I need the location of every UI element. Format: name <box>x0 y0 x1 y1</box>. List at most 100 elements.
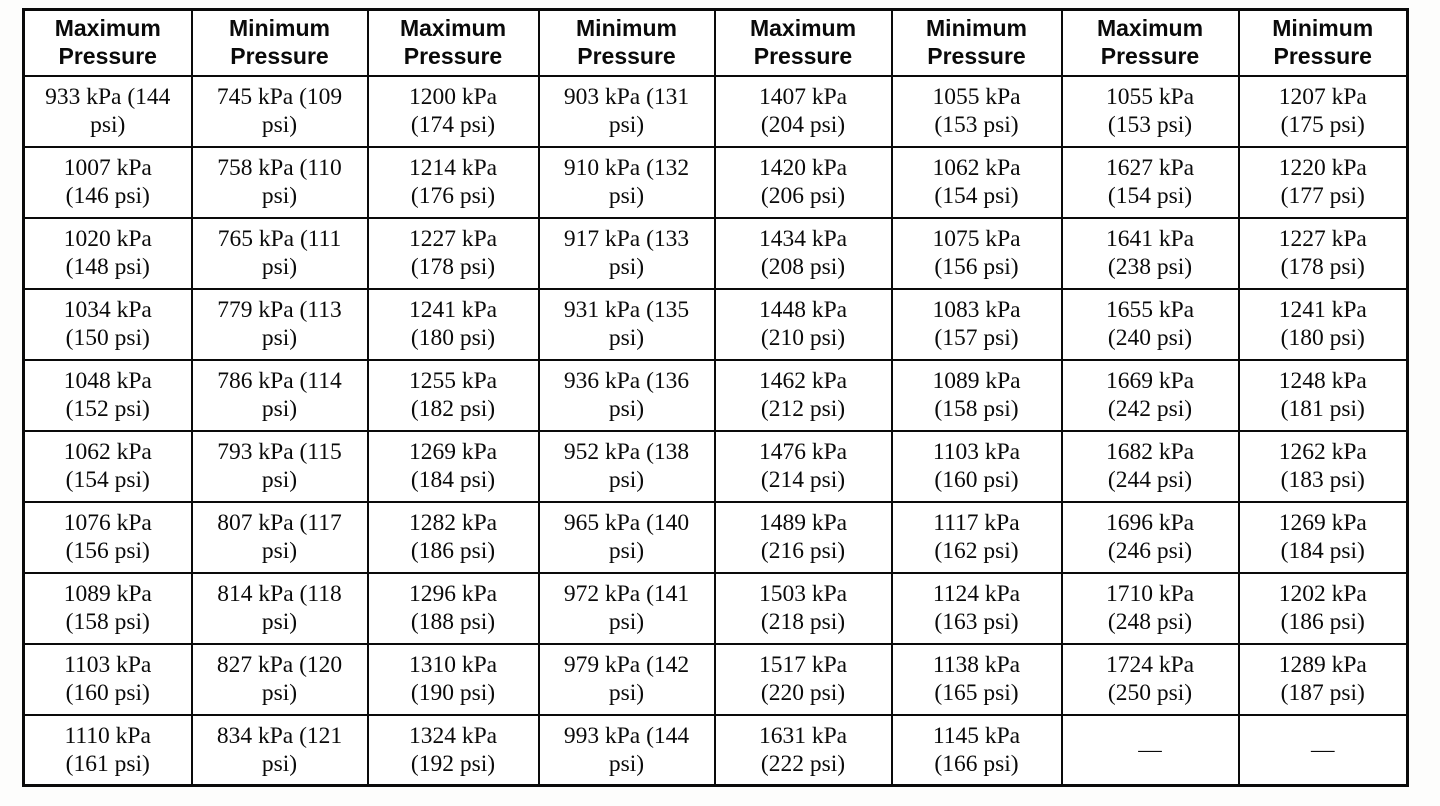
table-cell: 1202 kPa (186 psi) <box>1237 571 1409 645</box>
table-cell: 1227 kPa (178 psi) <box>366 216 540 290</box>
table-cell: 1631 kPa (222 psi) <box>713 713 893 787</box>
table-cell: 1710 kPa (248 psi) <box>1060 571 1240 645</box>
table-cell: 1034 kPa (150 psi) <box>22 287 193 361</box>
table-cell: 1407 kPa (204 psi) <box>713 74 893 148</box>
table-cell: 1083 kPa (157 psi) <box>890 287 1063 361</box>
table-row: 1103 kPa (160 psi) 827 kPa (120 psi) 131… <box>22 642 1409 716</box>
table-cell: 1248 kPa (181 psi) <box>1237 358 1409 432</box>
table-cell: 1103 kPa (160 psi) <box>22 642 193 716</box>
table-row: 1007 kPa (146 psi) 758 kPa (110 psi) 121… <box>22 145 1409 219</box>
table-cell: 1076 kPa (156 psi) <box>22 500 193 574</box>
table-cell: 1503 kPa (218 psi) <box>713 571 893 645</box>
table-cell: 979 kPa (142 psi) <box>537 642 716 716</box>
table-cell: 1462 kPa (212 psi) <box>713 358 893 432</box>
table-row: 1020 kPa (148 psi) 765 kPa (111 psi) 122… <box>22 216 1409 290</box>
column-header-max-pressure-3: Maximum Pressure <box>713 8 893 77</box>
table-cell: 1269 kPa (184 psi) <box>1237 500 1409 574</box>
table-cell: 1020 kPa (148 psi) <box>22 216 193 290</box>
table-cell: 745 kPa (109 psi) <box>190 74 369 148</box>
table-cell: 903 kPa (131 psi) <box>537 74 716 148</box>
column-header-max-pressure-1: Maximum Pressure <box>22 8 193 77</box>
table-cell: 952 kPa (138 psi) <box>537 429 716 503</box>
table-cell: 993 kPa (144 psi) <box>537 713 716 787</box>
table-cell: 1124 kPa (163 psi) <box>890 571 1063 645</box>
table-row: 1076 kPa (156 psi) 807 kPa (117 psi) 128… <box>22 500 1409 574</box>
table-cell: 917 kPa (133 psi) <box>537 216 716 290</box>
column-header-min-pressure-2: Minimum Pressure <box>537 8 716 77</box>
table-cell: 1641 kPa (238 psi) <box>1060 216 1240 290</box>
table-cell: 965 kPa (140 psi) <box>537 500 716 574</box>
table-cell: 931 kPa (135 psi) <box>537 287 716 361</box>
table-cell-empty-dash: — <box>1060 713 1240 787</box>
column-header-min-pressure-4: Minimum Pressure <box>1237 8 1409 77</box>
table-cell: 1282 kPa (186 psi) <box>366 500 540 574</box>
table-cell: 1145 kPa (166 psi) <box>890 713 1063 787</box>
column-header-min-pressure-3: Minimum Pressure <box>890 8 1063 77</box>
table-cell: 1296 kPa (188 psi) <box>366 571 540 645</box>
table-cell: 1200 kPa (174 psi) <box>366 74 540 148</box>
column-header-max-pressure-2: Maximum Pressure <box>366 8 540 77</box>
table-cell: 1220 kPa (177 psi) <box>1237 145 1409 219</box>
table-cell: 1476 kPa (214 psi) <box>713 429 893 503</box>
table-cell: 1048 kPa (152 psi) <box>22 358 193 432</box>
table-row: 1089 kPa (158 psi) 814 kPa (118 psi) 129… <box>22 571 1409 645</box>
table-row: 933 kPa (144 psi) 745 kPa (109 psi) 1200… <box>22 74 1409 148</box>
table-cell: 1062 kPa (154 psi) <box>890 145 1063 219</box>
table-cell: 1269 kPa (184 psi) <box>366 429 540 503</box>
table-cell: 1055 kPa (153 psi) <box>1060 74 1240 148</box>
table-cell: 1241 kPa (180 psi) <box>366 287 540 361</box>
column-header-max-pressure-4: Maximum Pressure <box>1060 8 1240 77</box>
table-cell: 1007 kPa (146 psi) <box>22 145 193 219</box>
table-cell: 1262 kPa (183 psi) <box>1237 429 1409 503</box>
table-cell: 1434 kPa (208 psi) <box>713 216 893 290</box>
table-cell: 1103 kPa (160 psi) <box>890 429 1063 503</box>
table-row: 1048 kPa (152 psi) 786 kPa (114 psi) 125… <box>22 358 1409 432</box>
table-row: 1110 kPa (161 psi) 834 kPa (121 psi) 132… <box>22 713 1409 787</box>
table-cell: 807 kPa (117 psi) <box>190 500 369 574</box>
table-cell: 933 kPa (144 psi) <box>22 74 193 148</box>
table-cell: 1117 kPa (162 psi) <box>890 500 1063 574</box>
table-row: 1034 kPa (150 psi) 779 kPa (113 psi) 124… <box>22 287 1409 361</box>
table-cell: 1655 kPa (240 psi) <box>1060 287 1240 361</box>
table-cell: 1448 kPa (210 psi) <box>713 287 893 361</box>
table-cell: 1310 kPa (190 psi) <box>366 642 540 716</box>
table-cell: 936 kPa (136 psi) <box>537 358 716 432</box>
table-cell: 1696 kPa (246 psi) <box>1060 500 1240 574</box>
table-row: 1062 kPa (154 psi) 793 kPa (115 psi) 126… <box>22 429 1409 503</box>
pressure-table: Maximum Pressure Minimum Pressure Maximu… <box>22 8 1409 787</box>
table-cell: 1324 kPa (192 psi) <box>366 713 540 787</box>
table-cell: 1207 kPa (175 psi) <box>1237 74 1409 148</box>
table-cell: 1138 kPa (165 psi) <box>890 642 1063 716</box>
table-cell: 758 kPa (110 psi) <box>190 145 369 219</box>
table-cell: 814 kPa (118 psi) <box>190 571 369 645</box>
table-cell: 793 kPa (115 psi) <box>190 429 369 503</box>
table-cell: 1724 kPa (250 psi) <box>1060 642 1240 716</box>
table-cell: 1682 kPa (244 psi) <box>1060 429 1240 503</box>
table-cell: 1420 kPa (206 psi) <box>713 145 893 219</box>
table-cell-empty-dash: — <box>1237 713 1409 787</box>
column-header-min-pressure-1: Minimum Pressure <box>190 8 369 77</box>
table-cell: 1241 kPa (180 psi) <box>1237 287 1409 361</box>
table-cell: 1255 kPa (182 psi) <box>366 358 540 432</box>
table-cell: 1627 kPa (154 psi) <box>1060 145 1240 219</box>
table-cell: 786 kPa (114 psi) <box>190 358 369 432</box>
table-cell: 1089 kPa (158 psi) <box>890 358 1063 432</box>
table-cell: 1489 kPa (216 psi) <box>713 500 893 574</box>
table-cell: 834 kPa (121 psi) <box>190 713 369 787</box>
table-cell: 1227 kPa (178 psi) <box>1237 216 1409 290</box>
table-cell: 1075 kPa (156 psi) <box>890 216 1063 290</box>
table-cell: 1110 kPa (161 psi) <box>22 713 193 787</box>
table-cell: 972 kPa (141 psi) <box>537 571 716 645</box>
header-row: Maximum Pressure Minimum Pressure Maximu… <box>22 8 1409 77</box>
table-cell: 765 kPa (111 psi) <box>190 216 369 290</box>
table-cell: 1669 kPa (242 psi) <box>1060 358 1240 432</box>
table-cell: 1289 kPa (187 psi) <box>1237 642 1409 716</box>
table-cell: 1055 kPa (153 psi) <box>890 74 1063 148</box>
table-cell: 827 kPa (120 psi) <box>190 642 369 716</box>
table-cell: 1062 kPa (154 psi) <box>22 429 193 503</box>
table-cell: 779 kPa (113 psi) <box>190 287 369 361</box>
table-cell: 1214 kPa (176 psi) <box>366 145 540 219</box>
table-cell: 1089 kPa (158 psi) <box>22 571 193 645</box>
table-cell: 1517 kPa (220 psi) <box>713 642 893 716</box>
